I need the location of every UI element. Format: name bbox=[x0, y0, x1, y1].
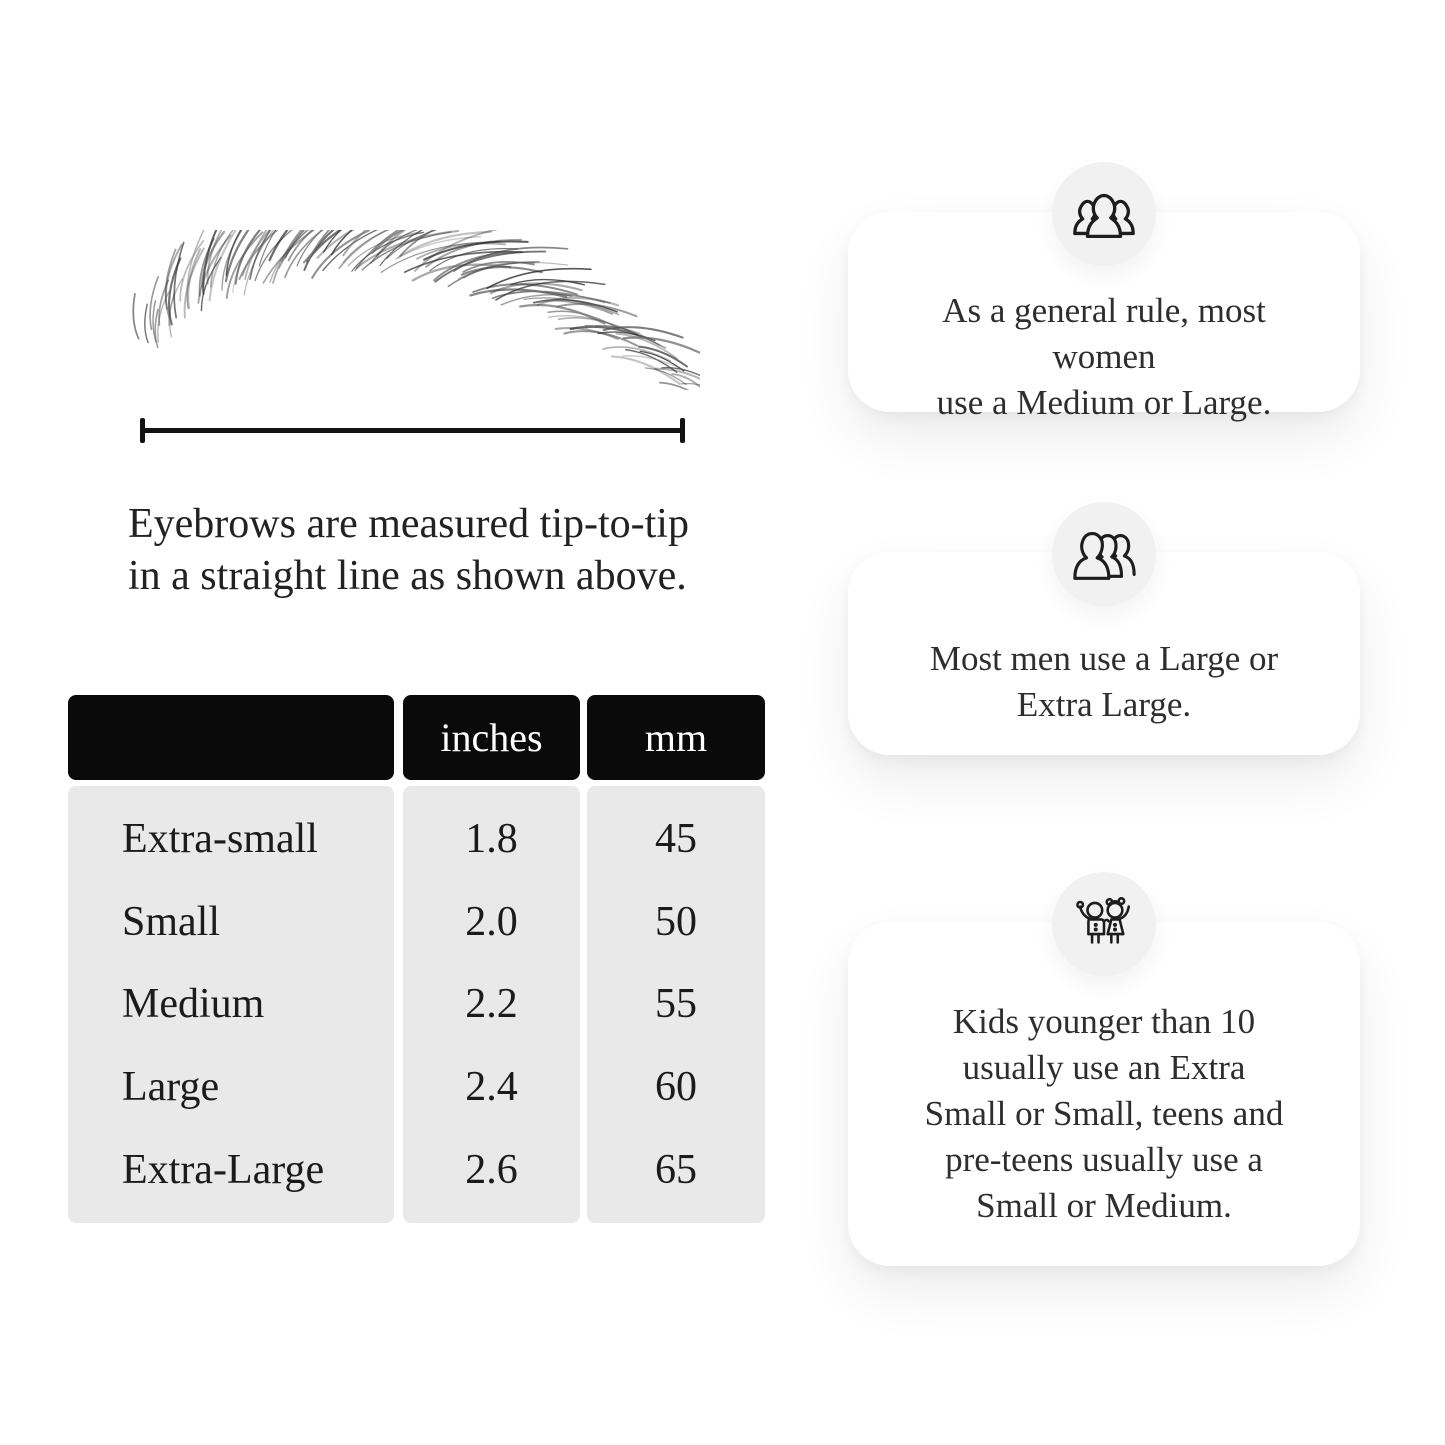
women-icon-circle bbox=[1052, 162, 1156, 266]
eyebrow-illustration bbox=[132, 230, 700, 390]
men-group-icon bbox=[1073, 532, 1136, 580]
measurement-caption: Eyebrows are measured tip-to-tip in a st… bbox=[128, 501, 689, 599]
measurement-line-right-cap bbox=[680, 418, 685, 443]
table-cell-mm-4: 65 bbox=[655, 1146, 697, 1193]
table-cell-mm-0: 45 bbox=[655, 816, 697, 863]
women-group-icon bbox=[1073, 193, 1135, 239]
table-cell-label-3: Large bbox=[122, 1064, 220, 1111]
kids-icon-circle bbox=[1052, 872, 1156, 976]
info-card-women-text: As a general rule, most women use a Medi… bbox=[936, 291, 1272, 422]
info-card-men-text: Most men use a Large or Extra Large. bbox=[929, 639, 1279, 724]
table-cell-mm-3: 60 bbox=[655, 1064, 697, 1111]
table-header-size bbox=[68, 695, 394, 780]
table-cell-mm-1: 50 bbox=[655, 898, 697, 945]
table-header-mm: mm bbox=[587, 695, 765, 780]
table-cell-inches-4: 2.6 bbox=[465, 1146, 518, 1193]
men-icon-circle bbox=[1052, 502, 1156, 606]
table-cell-label-0: Extra-small bbox=[122, 816, 318, 863]
info-card-kids: Kids younger than 10 usually use an Extr… bbox=[848, 922, 1360, 1266]
table-cell-inches-0: 1.8 bbox=[465, 816, 518, 863]
table-cell-mm-2: 55 bbox=[655, 981, 697, 1028]
measurement-line bbox=[140, 428, 685, 433]
info-card-kids-text: Kids younger than 10 usually use an Extr… bbox=[924, 1002, 1284, 1225]
measurement-line-left-cap bbox=[140, 418, 145, 443]
table-cell-inches-3: 2.4 bbox=[465, 1064, 518, 1111]
table-cell-label-1: Small bbox=[122, 898, 221, 945]
table-column-inches: 1.8 2.0 2.2 2.4 2.6 bbox=[403, 786, 580, 1223]
table-column-size-labels: Extra-small Small Medium Large Extra-Large bbox=[68, 786, 394, 1223]
kids-icon bbox=[1076, 897, 1131, 944]
table-cell-label-2: Medium bbox=[122, 981, 265, 1028]
table-cell-inches-1: 2.0 bbox=[465, 898, 518, 945]
table-header-inches: inches bbox=[403, 695, 580, 780]
table-cell-inches-2: 2.2 bbox=[465, 981, 518, 1028]
table-column-mm: 45 50 55 60 65 bbox=[587, 786, 765, 1223]
table-cell-label-4: Extra-Large bbox=[122, 1146, 325, 1193]
